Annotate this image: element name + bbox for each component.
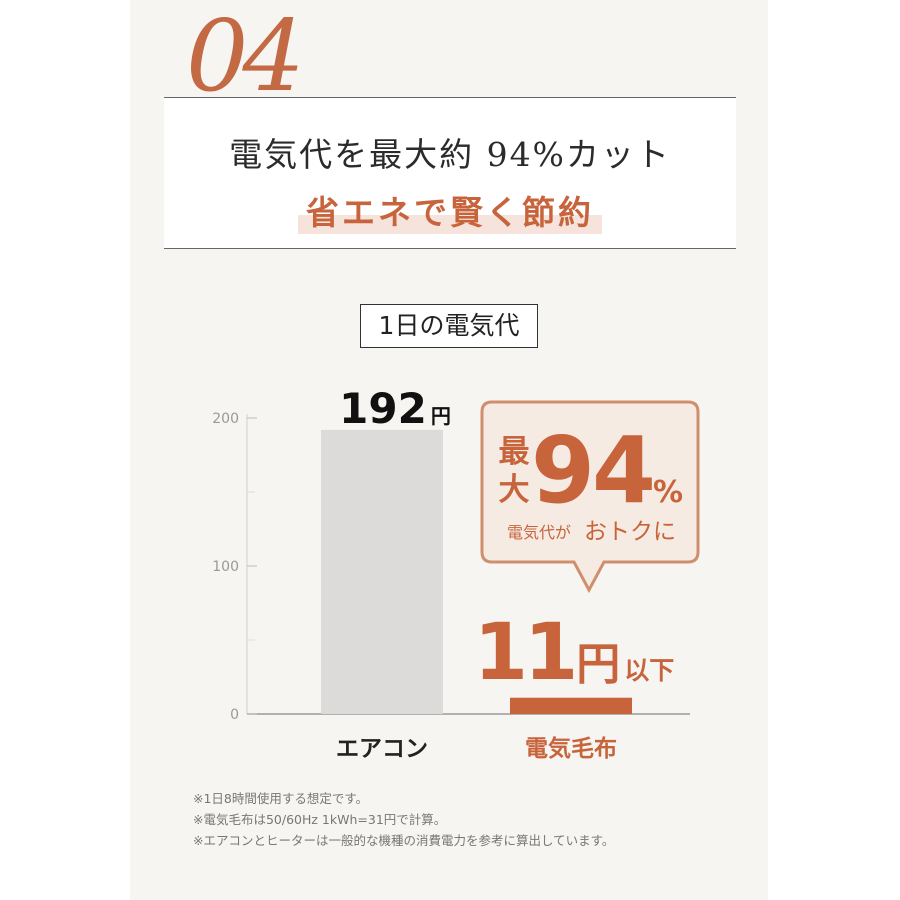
y-tick-label: 0 [230,707,239,723]
y-tick-label: 100 [212,559,239,575]
footnote: ※エアコンとヒーターは一般的な機種の消費電力を参考に算出しています。 [193,833,615,848]
subline-wrap: 省エネで賢く節約 [164,186,736,234]
savings-callout: 最 大 94 % 電気代が おトクに [480,400,700,594]
subline: 省エネで賢く節約 [298,186,602,234]
section-number: 04 [186,0,305,114]
value-label-electric-blanket: 11円 以下 [474,608,675,698]
callout-prefix-top: 最 [499,434,530,470]
callout-caption-large: おトクに [584,519,676,545]
category-label: エアコン [336,736,428,762]
callout-big-value: 94 [531,417,653,524]
value-label-aircon: 192 円 [339,384,451,433]
category-label: 電気毛布 [525,735,617,762]
footnotes: ※1日8時間使用する想定です。 ※電気毛布は50/60Hz 1kWh=31円で計… [193,788,614,851]
footnote: ※1日8時間使用する想定です。 [193,791,369,806]
headline: 電気代を最大約 94%カット [229,135,671,174]
callout-bubble [480,400,700,594]
chart-bars [321,429,632,714]
callout-percent: % [653,475,683,510]
y-tick-label: 200 [212,411,239,427]
footnote: ※電気毛布は50/60Hz 1kWh=31円で計算。 [193,812,447,827]
chart-labels: 200 100 0 エアコン 電気毛布 192 円 11円 以下 [212,384,674,762]
callout-prefix-bottom: 大 [499,472,530,508]
bar-electric-blanket [510,697,632,714]
chart-title: 1日の電気代 [360,304,538,348]
callout-caption-small: 電気代が [507,523,571,542]
header-box: 電気代を最大約 94%カット 省エネで賢く節約 [164,97,736,249]
bar-aircon [321,429,443,714]
